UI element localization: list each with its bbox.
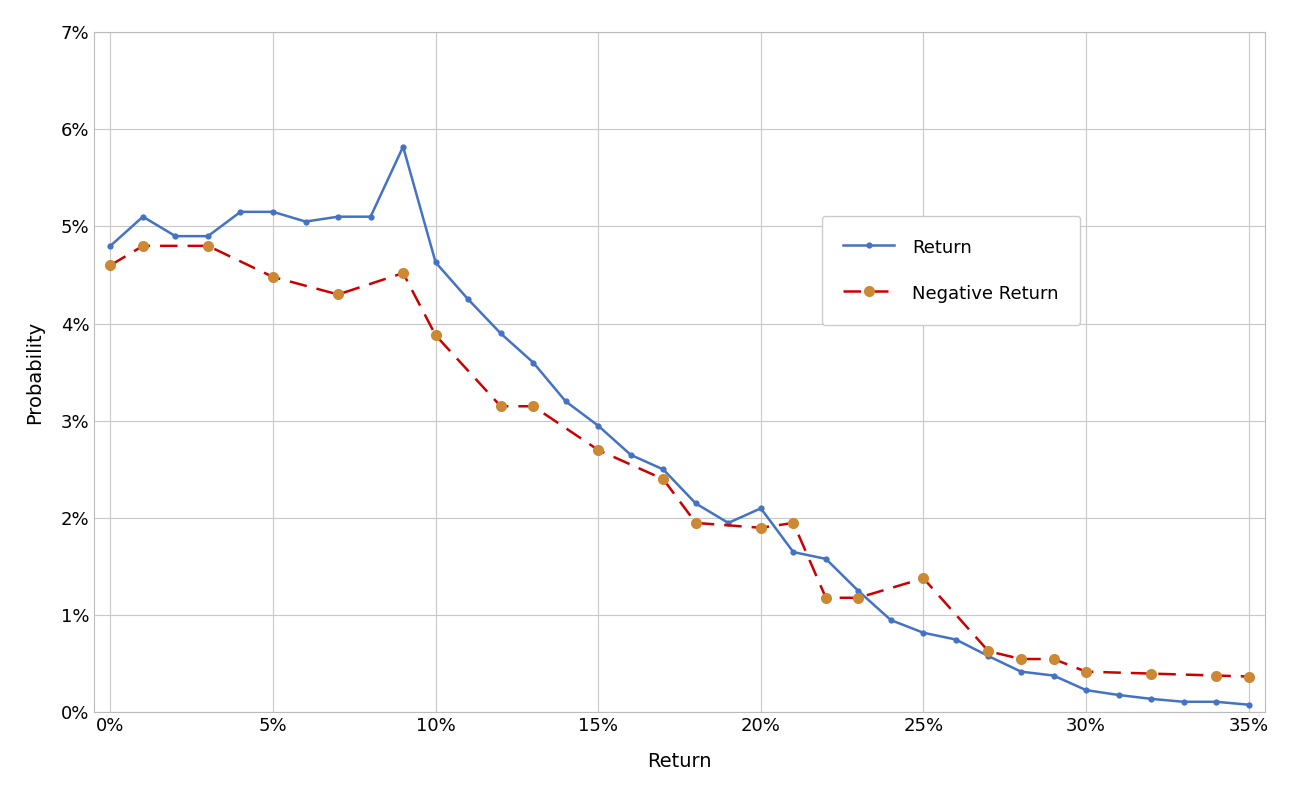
- Negative Return: [102, 260, 118, 270]
- Return: [428, 258, 443, 267]
- Negative Return: [492, 401, 508, 411]
- Negative Return: [850, 593, 866, 603]
- Return: [266, 207, 281, 217]
- Return: [363, 212, 378, 221]
- Return: [1143, 694, 1159, 704]
- Return: [460, 295, 476, 304]
- Return: [1046, 671, 1061, 681]
- Return: [1175, 697, 1191, 707]
- Negative Return: [330, 290, 346, 299]
- Return: [330, 212, 346, 221]
- Negative Return: [753, 523, 769, 533]
- Negative Return: [135, 241, 150, 251]
- Return: [102, 241, 118, 251]
- Negative Return: [688, 518, 704, 528]
- Return: [1111, 690, 1126, 700]
- Return: [785, 548, 801, 557]
- Line: Negative Return: Negative Return: [105, 240, 1255, 682]
- Legend: Return, Negative Return: Return, Negative Return: [822, 216, 1081, 325]
- Return: [818, 554, 833, 564]
- Negative Return: [818, 593, 833, 603]
- Negative Return: [981, 646, 997, 656]
- Negative Return: [395, 268, 411, 278]
- Return: [753, 504, 769, 513]
- Return: [200, 232, 215, 241]
- Return: [916, 628, 932, 638]
- Negative Return: [1208, 671, 1223, 681]
- Return: [525, 357, 540, 367]
- Negative Return: [266, 272, 281, 282]
- Return: [688, 499, 704, 509]
- Negative Return: [1046, 654, 1061, 664]
- Return: [656, 465, 671, 474]
- Return: [492, 329, 508, 338]
- Negative Return: [785, 518, 801, 528]
- Negative Return: [1143, 669, 1159, 678]
- Negative Return: [525, 401, 540, 411]
- Return: [591, 421, 607, 431]
- Negative Return: [591, 445, 607, 455]
- Return: [167, 232, 183, 241]
- Return: [395, 142, 411, 151]
- Return: [233, 207, 249, 217]
- X-axis label: Return: Return: [647, 752, 712, 771]
- Return: [135, 212, 150, 221]
- Return: [883, 615, 898, 625]
- Return: [949, 634, 964, 644]
- Return: [298, 217, 314, 226]
- Return: [557, 396, 573, 406]
- Return: [623, 450, 639, 459]
- Return: [1078, 685, 1094, 695]
- Return: [981, 651, 997, 661]
- Negative Return: [1078, 667, 1094, 677]
- Y-axis label: Probability: Probability: [25, 321, 44, 423]
- Return: [1240, 700, 1256, 709]
- Negative Return: [916, 574, 932, 583]
- Negative Return: [1240, 672, 1256, 681]
- Negative Return: [428, 330, 443, 340]
- Negative Return: [200, 241, 215, 251]
- Return: [1208, 697, 1223, 707]
- Negative Return: [656, 474, 671, 484]
- Return: [1013, 667, 1029, 677]
- Line: Return: Return: [108, 143, 1252, 708]
- Negative Return: [1013, 654, 1029, 664]
- Return: [721, 518, 736, 528]
- Return: [850, 586, 866, 595]
